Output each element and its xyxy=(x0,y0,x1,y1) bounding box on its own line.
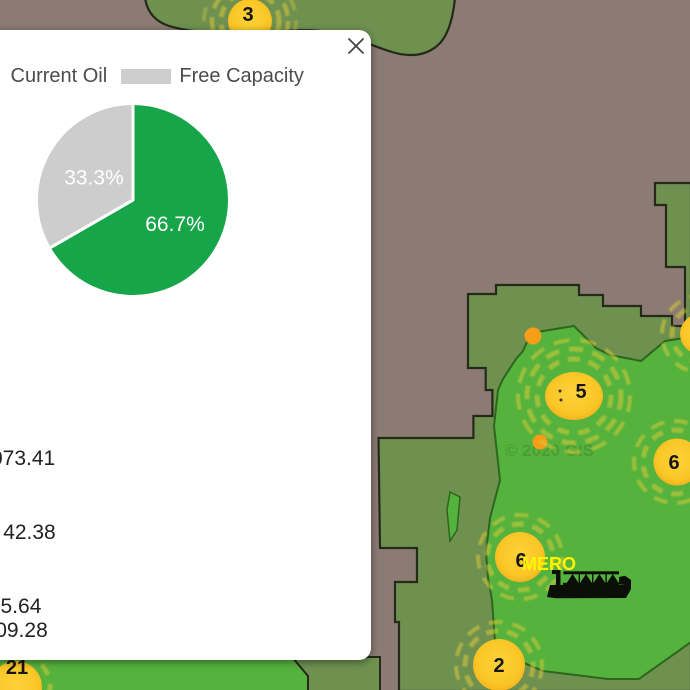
svg-text:6: 6 xyxy=(515,550,526,572)
svg-text:2: 2 xyxy=(493,655,504,677)
svg-text:21: 21 xyxy=(6,657,28,679)
svg-text:3: 3 xyxy=(242,4,253,26)
svg-text:5: 5 xyxy=(575,381,586,403)
svg-text:MERO: MERO xyxy=(522,554,576,574)
svg-text:© 2020 GIS: © 2020 GIS xyxy=(505,441,594,460)
svg-text:6: 6 xyxy=(668,452,679,474)
